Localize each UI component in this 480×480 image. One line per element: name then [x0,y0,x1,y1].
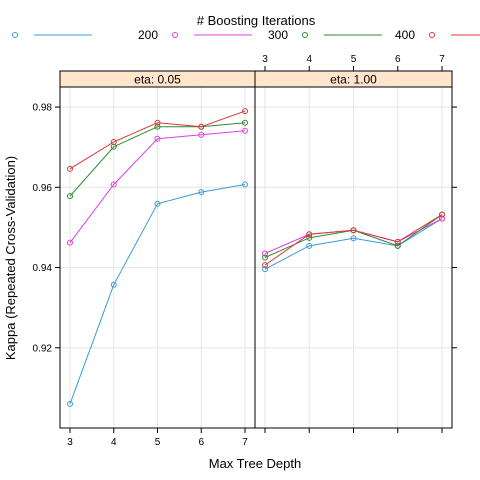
data-point-300 [262,254,268,261]
legend-item-400: 400 [395,28,480,42]
legend-item-200: 200 [138,28,252,42]
data-point-100 [242,181,248,188]
data-point-200 [110,181,117,188]
data-point-300 [67,193,73,200]
y-tick-label: 0.94 [33,263,53,274]
x-tick-label-top: 3 [262,54,268,65]
legend-item-300: 300 [268,28,382,42]
series-line-200 [69,130,246,243]
data-point-400 [394,238,401,245]
data-point-100 [198,189,205,196]
data-point-200 [242,127,248,134]
x-axis-title: Max Tree Depth [209,456,302,471]
panel-strip-label: eta: 0.05 [134,73,181,87]
x-tick-label-top: 4 [306,54,312,65]
legend-point [12,32,18,38]
data-point-300 [394,242,401,249]
legend-point [302,32,308,38]
data-point-100 [67,400,73,407]
x-tick-label: 6 [198,437,204,448]
data-point-400 [439,211,445,218]
data-point-200 [439,215,445,222]
x-tick-label: 5 [155,437,161,448]
legend: 100 200 300 400 [12,28,480,42]
data-point-200 [198,131,205,138]
data-point-100 [110,281,117,288]
x-tick-label-top: 6 [395,54,401,65]
series-line-400 [264,214,443,266]
data-point-200 [154,135,161,142]
panel-1: eta: 0.05 3 4 5 6 7 [59,70,256,448]
legend-title: # Boosting Iterations [197,13,316,28]
legend-point [172,32,178,38]
data-point-400 [198,123,205,130]
x-tick-label-top: 7 [439,54,445,65]
series-line-100 [69,183,246,405]
data-point-300 [154,123,161,130]
data-point-400 [154,119,161,126]
legend-point [429,32,435,38]
data-point-400 [350,227,357,234]
legend-label: 400 [395,28,415,42]
legend-label: 200 [138,28,158,42]
data-point-100 [262,266,268,273]
panel-strip-label: eta: 1.00 [330,73,377,87]
data-point-300 [242,119,248,126]
data-point-200 [262,250,268,257]
y-tick-label: 0.92 [33,343,53,354]
x-tick-label-top: 5 [351,54,357,65]
x-tick-label: 3 [67,437,73,448]
panel-2: eta: 1.00 3 4 5 6 7 [254,54,453,433]
y-tick-label: 0.96 [33,183,53,194]
data-point-400 [242,108,248,115]
series-line-100 [264,218,443,270]
data-point-300 [306,234,313,241]
y-tick-label: 0.98 [33,103,53,114]
legend-label: 300 [268,28,288,42]
panels: eta: 0.05 3 4 5 6 7 eta: 1.00 3 4 5 6 7 0.92 0.94 0.96… [33,54,457,448]
series-line-400 [69,110,246,170]
data-point-200 [67,239,73,246]
y-axis: 0.92 0.94 0.96 0.98 [33,103,457,354]
y-axis-title: Kappa (Repeated Cross-Validation) [3,156,18,360]
data-point-400 [262,262,268,269]
data-point-400 [110,138,117,145]
x-tick-label: 4 [111,437,117,448]
data-point-400 [306,231,313,238]
data-point-100 [154,200,161,207]
series-line-300 [69,122,246,197]
legend-item-100: 100 [12,32,92,38]
data-point-100 [306,242,313,249]
x-tick-label: 7 [242,437,248,448]
data-point-400 [67,165,73,172]
data-point-100 [350,235,357,242]
